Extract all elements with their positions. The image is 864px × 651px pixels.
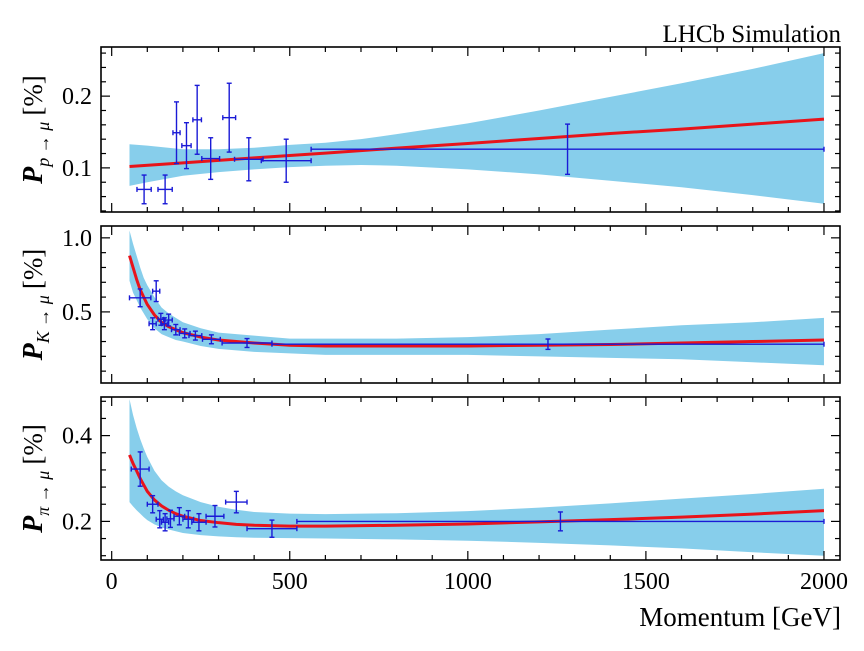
data-point-K-6 [170,323,181,336]
data-point-pi-5 [173,506,186,526]
x-tick-label-1: 500 [272,569,308,595]
data-point-pi-6 [182,509,195,529]
y-axis-label-symbol: P [18,342,49,361]
data-point-K-2 [151,280,161,303]
data-point-p-3 [181,121,192,170]
data-point-K-1 [148,317,157,331]
plot-area-p [129,53,825,205]
panels: 0.10.2Pp → μ[%]0.51.0PK → μ[%]0.20.4Pπ →… [18,46,848,595]
panel-K: 0.5 1.0 PK → μ [%] [18,225,841,384]
y-tick-label-p-0: 0.1 [62,156,92,182]
data-point-K-5 [164,313,173,327]
data-point-pi-11 [296,511,825,532]
data-point-pi-8 [205,504,225,528]
y-axis-label-subscript: p → μ [33,122,53,169]
data-point-K-9 [201,334,222,345]
axes-frame-pi [100,396,841,561]
x-tick-label-4: 2000 [800,569,848,595]
uncertainty-band-pi [129,399,824,556]
data-point-pi-1 [146,494,159,514]
x-tick-label-3: 1500 [622,569,670,595]
data-point-pi-9 [224,490,248,514]
x-tick-label-0: 0 [106,569,118,595]
uncertainty-band-p [129,53,824,204]
y-axis-label-symbol: P [18,166,49,185]
data-point-K-3 [157,312,165,326]
y-axis-label-unit: [%] [18,75,48,115]
data-point-p-9 [310,123,825,176]
y-axis-label-pi: Pπ → μ [%] [18,424,53,534]
ticks-p [101,47,840,212]
data-point-p-7 [233,137,264,182]
x-axis-label: Momentum [GeV] [639,602,841,632]
data-point-pi-10 [246,519,298,538]
panel-p: 0.1 0.2 Pp → μ [%] [18,46,841,213]
ticks-pi [101,397,840,560]
fit-curve-p [129,117,825,168]
chart-title: LHCb Simulation [663,21,842,48]
x-tick-label-2: 1000 [444,569,492,595]
axes-frame-K [100,225,841,384]
data-point-p-8 [260,138,312,183]
fit-curve-K [128,255,825,348]
y-tick-label-K-1: 1.0 [62,226,92,252]
data-point-pi-3 [160,512,170,532]
data-point-K-10 [221,337,273,349]
data-point-p-4 [192,84,203,155]
data-point-K-8 [188,330,203,341]
data-point-pi-2 [155,509,165,529]
data-point-pi-7 [191,512,207,532]
data-point-pi-0 [130,451,150,487]
data-point-p-2 [172,101,181,165]
y-axis-label-subscript: K → μ [33,295,53,344]
data-point-K-11 [271,338,825,351]
y-tick-label-pi-0: 0.2 [62,509,92,535]
panel-pi: 0.2 0.4 Pπ → μ [%] [18,396,841,561]
data-point-p-1 [157,174,173,205]
y-axis-label-unit: [%] [18,424,48,464]
y-axis-label-subscript: π → μ [33,471,53,516]
y-tick-label-K-0: 0.5 [62,300,92,326]
uncertainty-band-K [129,230,824,366]
data-point-p-0 [136,174,152,205]
y-axis-label-p: Pp → μ [%] [18,75,53,185]
plot-area-pi [128,399,825,556]
y-tick-label-pi-1: 0.4 [62,424,92,450]
y-axis-label-symbol: P [18,515,49,534]
data-point-K-0 [128,288,152,308]
ticks-K [101,226,840,383]
plot-area-K [128,230,825,366]
y-tick-label-p-1: 0.2 [62,84,92,110]
data-point-p-5 [201,137,221,181]
data-point-p-6 [222,82,237,153]
y-axis-label-K: PK → μ [%] [18,249,53,362]
y-axis-label-unit: [%] [18,249,48,289]
axes-frame-p [100,46,841,213]
